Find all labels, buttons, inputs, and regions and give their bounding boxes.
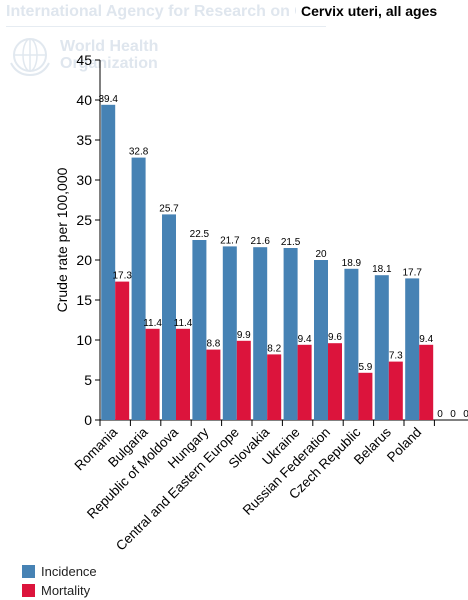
legend-item-mortality: Mortality <box>22 581 97 600</box>
x-tick-label-poland: Poland <box>384 425 424 465</box>
data-label-incidence-central-and-eastern-europe: 21.7 <box>220 235 240 246</box>
bar-mortality-czech-republic <box>358 372 373 420</box>
data-label-mortality-central-and-eastern-europe: 9.9 <box>237 330 251 341</box>
bar-mortality-bulgaria <box>145 328 160 420</box>
bar-incidence-russian-federation <box>314 260 328 420</box>
bar-incidence-belarus <box>374 275 389 420</box>
legend-swatch-incidence <box>22 565 35 578</box>
data-label-incidence-slovakia: 21.6 <box>250 236 270 247</box>
data-label-incidence-hungary: 22.5 <box>190 229 210 240</box>
bar-mortality-central-and-eastern-europe <box>236 340 251 420</box>
y-tick-label-20: 20 <box>76 252 92 268</box>
legend-swatch-mortality <box>22 584 35 597</box>
legend-label-mortality: Mortality <box>41 583 91 598</box>
extra-zero-label-2: 0 <box>463 409 468 420</box>
bar-incidence-romania <box>101 104 116 421</box>
bar-incidence-poland <box>405 278 420 420</box>
data-label-mortality-russian-federation: 9.6 <box>328 332 342 343</box>
data-label-mortality-belarus: 7.3 <box>389 351 403 362</box>
chart-title: Cervix uteri, all ages <box>299 3 440 19</box>
data-label-mortality-republic-of-moldova: 11.4 <box>174 318 193 329</box>
y-tick-label-30: 30 <box>76 172 92 188</box>
header-divider <box>6 26 326 27</box>
bar-mortality-slovakia <box>267 354 282 420</box>
legend-label-incidence: Incidence <box>41 564 97 579</box>
data-label-mortality-poland: 9.4 <box>419 334 433 345</box>
data-label-incidence-ukraine: 21.5 <box>281 237 301 248</box>
bar-incidence-slovakia <box>253 247 268 420</box>
y-tick-label-15: 15 <box>76 292 92 308</box>
extra-zero-label-1: 0 <box>450 409 456 420</box>
extra-zero-label-0: 0 <box>437 409 443 420</box>
y-tick-label-25: 25 <box>76 212 92 228</box>
data-label-incidence-poland: 17.7 <box>402 267 422 278</box>
data-label-mortality-hungary: 8.8 <box>206 339 220 350</box>
data-label-incidence-czech-republic: 18.9 <box>342 258 362 269</box>
data-label-mortality-slovakia: 8.2 <box>267 343 281 354</box>
org-header-text: International Agency for Research on Can… <box>6 3 296 20</box>
y-tick-label-35: 35 <box>76 132 92 148</box>
bar-mortality-poland <box>419 344 434 420</box>
data-label-incidence-russian-federation: 20 <box>315 249 327 260</box>
bar-mortality-russian-federation <box>328 343 342 420</box>
bar-incidence-ukraine <box>283 248 298 420</box>
legend-item-incidence: Incidence <box>22 562 97 581</box>
y-tick-label-10: 10 <box>76 332 92 348</box>
y-tick-label-0: 0 <box>84 412 92 428</box>
data-label-mortality-romania: 17.3 <box>112 271 132 282</box>
data-label-mortality-czech-republic: 5.9 <box>358 362 372 373</box>
data-label-incidence-republic-of-moldova: 25.7 <box>159 203 179 214</box>
bar-incidence-republic-of-moldova <box>162 214 176 420</box>
y-tick-label-5: 5 <box>84 372 92 388</box>
y-tick-label-45: 45 <box>76 52 92 68</box>
y-tick-label-40: 40 <box>76 92 92 108</box>
data-label-incidence-romania: 39.4 <box>98 94 118 105</box>
bar-mortality-belarus <box>388 361 403 420</box>
bar-mortality-romania <box>115 281 130 420</box>
data-label-incidence-belarus: 18.1 <box>372 264 392 275</box>
bar-mortality-republic-of-moldova <box>176 328 190 420</box>
who-name-line2: Organization <box>60 55 158 72</box>
who-name-line1: World Health <box>60 38 159 55</box>
who-name: World Health Organization <box>60 38 158 72</box>
bar-mortality-hungary <box>206 349 221 420</box>
data-label-mortality-ukraine: 9.4 <box>298 334 312 345</box>
bar-incidence-central-and-eastern-europe <box>222 246 237 420</box>
data-label-incidence-bulgaria: 32.8 <box>129 147 149 158</box>
bar-incidence-bulgaria <box>131 157 146 420</box>
bar-incidence-czech-republic <box>344 268 359 420</box>
who-emblem-icon <box>10 38 50 77</box>
data-label-mortality-bulgaria: 11.4 <box>143 318 162 329</box>
legend: Incidence Mortality <box>22 562 97 600</box>
bar-incidence-hungary <box>192 240 207 420</box>
bar-mortality-ukraine <box>297 344 312 420</box>
y-axis-label: Crude rate per 100,000 <box>54 167 70 312</box>
